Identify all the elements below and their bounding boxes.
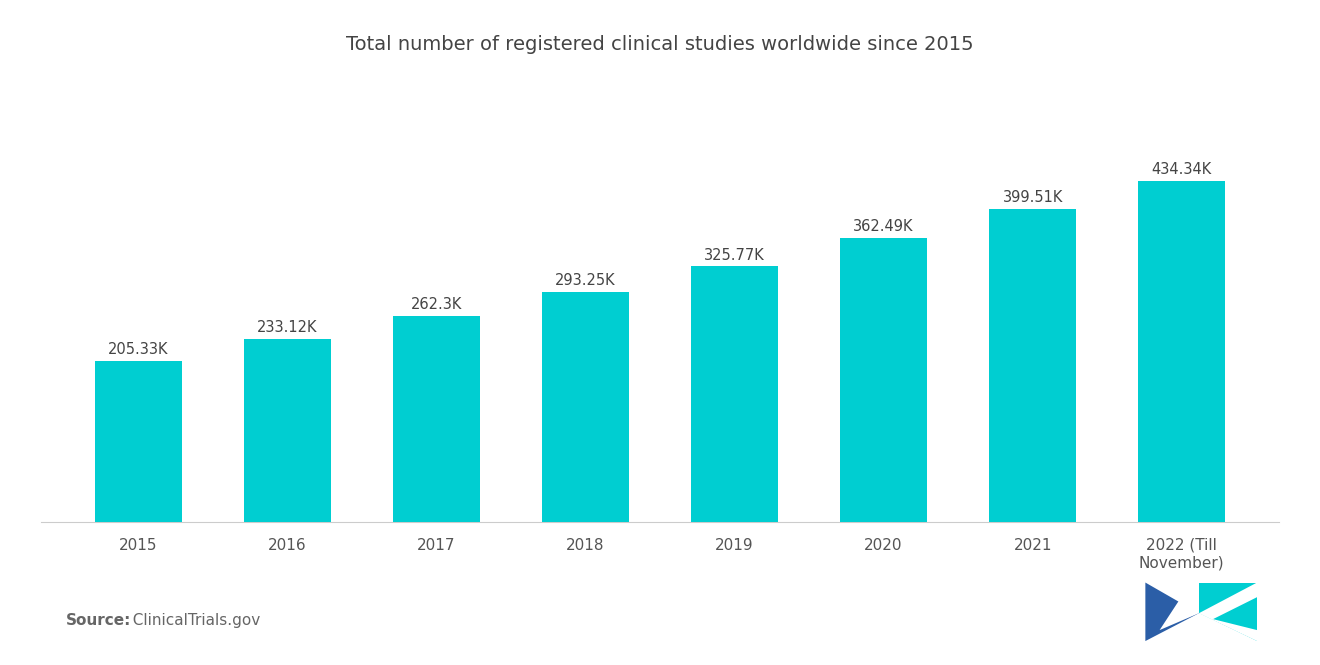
Text: 262.3K: 262.3K (411, 297, 462, 313)
Text: Source:: Source: (66, 613, 132, 628)
Bar (95, 361, 182, 522)
Text: 233.12K: 233.12K (257, 320, 318, 335)
Text: ClinicalTrials.gov: ClinicalTrials.gov (123, 613, 260, 628)
Bar (990, 209, 1076, 522)
Bar (244, 339, 330, 522)
Bar (543, 292, 628, 522)
Text: 434.34K: 434.34K (1151, 162, 1212, 178)
Polygon shape (1199, 583, 1257, 641)
Bar (1138, 182, 1225, 522)
Bar (393, 316, 479, 522)
Text: 325.77K: 325.77K (704, 247, 764, 263)
Text: 205.33K: 205.33K (108, 342, 169, 357)
Title: Total number of registered clinical studies worldwide since 2015: Total number of registered clinical stud… (346, 35, 974, 54)
Polygon shape (1199, 583, 1257, 641)
Text: 399.51K: 399.51K (1002, 190, 1063, 205)
Polygon shape (1159, 589, 1199, 630)
Bar (692, 267, 777, 522)
Text: 362.49K: 362.49K (853, 219, 913, 233)
Polygon shape (1146, 583, 1199, 641)
Bar (841, 237, 927, 522)
Text: 293.25K: 293.25K (556, 273, 616, 288)
